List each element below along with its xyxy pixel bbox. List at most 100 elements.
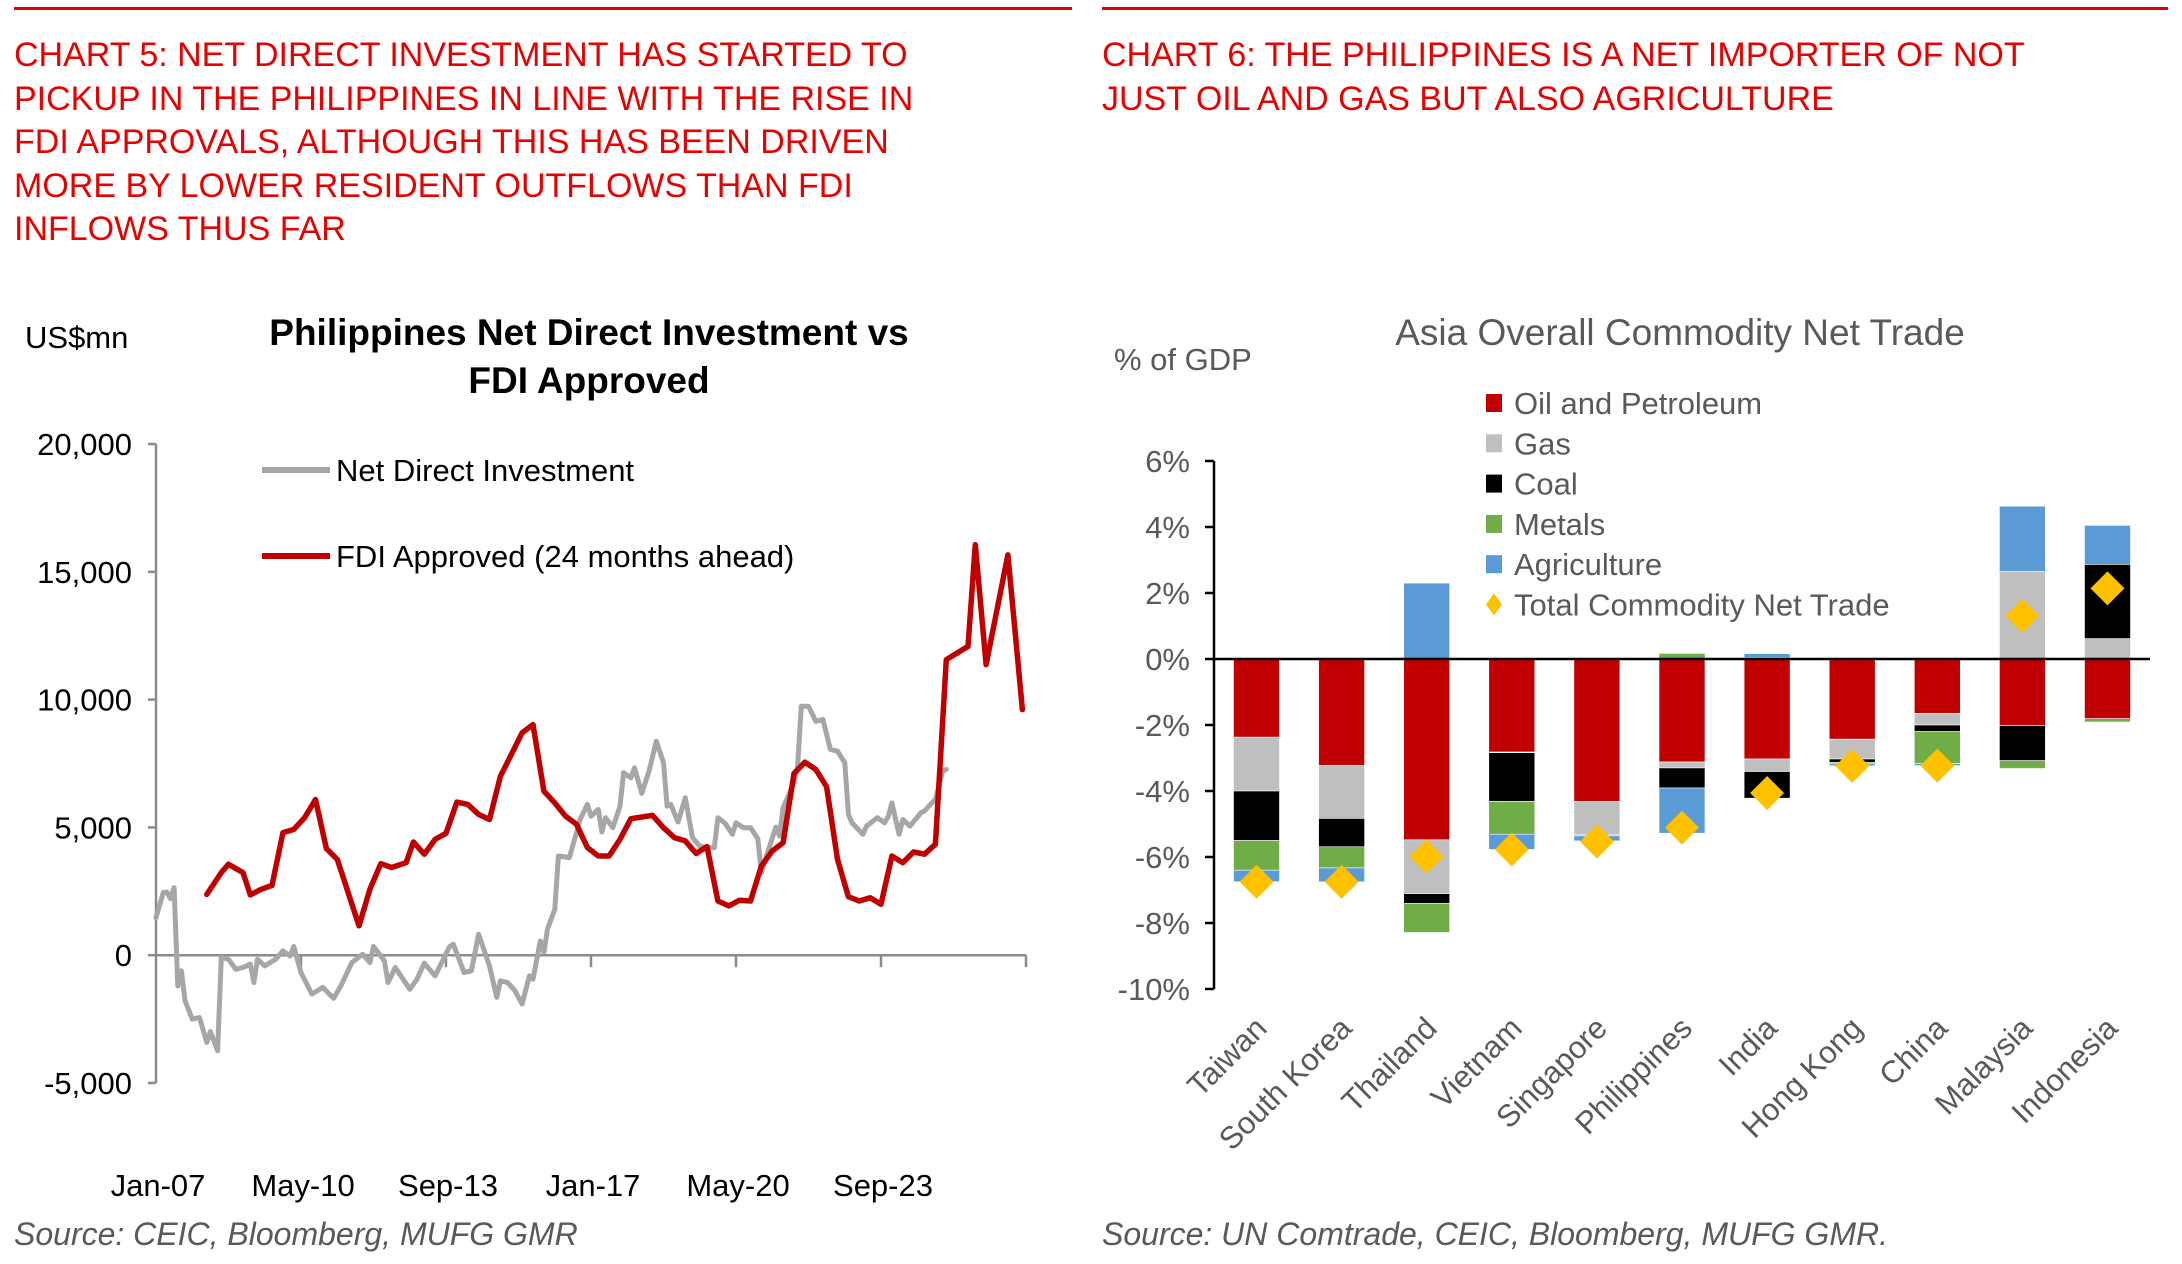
bar-segment-gas bbox=[1233, 736, 1280, 792]
bar-segment-gas bbox=[1914, 713, 1961, 726]
bar-segment-coal bbox=[1488, 752, 1536, 802]
bar-segment-oil-and-petroleum bbox=[1658, 658, 1706, 763]
total-commodity-marker bbox=[2090, 571, 2125, 606]
heading-line: INFLOWS THUS FAR bbox=[14, 210, 346, 248]
x-tick-label: Sep-13 bbox=[398, 1168, 498, 1203]
total-commodity-marker bbox=[1665, 810, 1699, 845]
y-tick-label: 5,000 bbox=[54, 810, 132, 845]
bar-segment-oil-and-petroleum bbox=[1999, 658, 2046, 726]
bar-segment-oil-and-petroleum bbox=[1743, 658, 1791, 760]
y-tick-label: 0% bbox=[1145, 642, 1190, 677]
x-tick-label: May-20 bbox=[686, 1168, 789, 1203]
legend: Net Direct Investment FDI Approved (24 m… bbox=[262, 453, 794, 574]
bar-segment-metals bbox=[1488, 801, 1536, 835]
heading-line: JUST OIL AND GAS BUT ALSO AGRICULTURE bbox=[1102, 79, 1834, 118]
stacked-bars bbox=[1233, 505, 2131, 933]
legend-swatch-agriculture bbox=[1486, 555, 1502, 574]
y-tick-label: 4% bbox=[1145, 510, 1190, 545]
bar-segment-coal bbox=[1403, 893, 1450, 904]
total-commodity-marker bbox=[1750, 775, 1785, 810]
y-axis-unit-label: US$mn bbox=[25, 320, 128, 355]
y-tick-label: 15,000 bbox=[37, 555, 132, 590]
bar-segment-coal bbox=[1233, 790, 1280, 841]
bar-segment-gas bbox=[1658, 761, 1706, 769]
legend: Oil and Petroleum Gas Coal Metals Agricultur… bbox=[1486, 386, 1890, 623]
heading-line: FDI APPROVALS, ALTHOUGH THIS HAS BEEN DR… bbox=[14, 123, 889, 161]
legend-label-net-direct-investment: Net Direct Investment bbox=[336, 453, 634, 488]
total-commodity-marker bbox=[2005, 598, 2040, 633]
x-tick-label: China bbox=[1872, 1010, 1955, 1093]
bar-segment-gas bbox=[1743, 758, 1791, 772]
total-markers bbox=[1239, 571, 2125, 899]
total-commodity-marker bbox=[1920, 748, 1955, 783]
heading-line: CHART 5: NET DIRECT INVESTMENT HAS START… bbox=[14, 36, 908, 74]
fdi-approved-line bbox=[204, 541, 1026, 929]
axes bbox=[1205, 459, 2150, 991]
legend-label: Oil and Petroleum bbox=[1514, 386, 1762, 421]
bar-segment-oil-and-petroleum bbox=[1488, 658, 1536, 753]
bar-segment-metals bbox=[1318, 846, 1365, 869]
series-lines bbox=[153, 541, 1026, 1054]
chart6-heading: CHART 6: THE PHILIPPINES IS A NET IMPORT… bbox=[1102, 34, 2025, 121]
legend-swatch-metals bbox=[1486, 514, 1502, 533]
total-commodity-marker bbox=[1239, 864, 1274, 899]
chart-title-line-2: FDI Approved bbox=[468, 360, 709, 401]
legend-label: Gas bbox=[1514, 426, 1571, 461]
bar-segment-metals bbox=[1403, 903, 1450, 933]
y-tick-label: -10% bbox=[1118, 972, 1190, 1007]
bar-segment-agriculture bbox=[1403, 582, 1450, 660]
bar-segment-metals bbox=[1999, 760, 2046, 769]
tick-labels: 20,000 15,000 10,000 5,000 0 -5,000 Jan-07 May-… bbox=[37, 427, 933, 1203]
y-tick-label: -5,000 bbox=[44, 1066, 132, 1101]
y-tick-label: -4% bbox=[1135, 774, 1190, 809]
x-tick-label: Jan-07 bbox=[111, 1168, 206, 1203]
x-tick-label: May-10 bbox=[251, 1168, 354, 1203]
y-tick-label: 6% bbox=[1145, 444, 1190, 479]
y-tick-label: -6% bbox=[1135, 840, 1190, 875]
bar-segment-coal bbox=[1318, 818, 1365, 848]
legend-label: Agriculture bbox=[1514, 547, 1662, 582]
heading-line: PICKUP IN THE PHILIPPINES IN LINE WITH T… bbox=[14, 79, 914, 118]
bar-segment-gas bbox=[2084, 638, 2131, 660]
net-direct-investment-chart: US$mn Philippines Net Direct Investment … bbox=[25, 312, 1028, 1203]
y-tick-label: -2% bbox=[1135, 708, 1190, 743]
y-tick-label: 0 bbox=[115, 938, 132, 973]
bar-segment-coal bbox=[1914, 724, 1961, 732]
bar-segment-oil-and-petroleum bbox=[1403, 658, 1450, 841]
y-tick-label: -8% bbox=[1135, 906, 1190, 941]
legend-swatch-total-commodity-net-trade bbox=[1486, 593, 1502, 616]
legend-label: Total Commodity Net Trade bbox=[1514, 588, 1890, 623]
bar-segment-gas bbox=[1318, 765, 1365, 819]
legend-label-fdi-approved: FDI Approved (24 months ahead) bbox=[336, 539, 794, 574]
bar-segment-oil-and-petroleum bbox=[1233, 658, 1280, 738]
y-axis-unit-label: % of GDP bbox=[1114, 342, 1252, 377]
bar-segment-oil-and-petroleum bbox=[1318, 658, 1365, 766]
bar-segment-agriculture bbox=[2084, 525, 2131, 565]
chart-title-line-1: Philippines Net Direct Investment vs bbox=[269, 312, 908, 353]
y-tick-label: 10,000 bbox=[37, 683, 132, 718]
heading-line: CHART 6: THE PHILIPPINES IS A NET IMPORT… bbox=[1102, 36, 2025, 74]
heading-line: MORE BY LOWER RESIDENT OUTFLOWS THAN FDI bbox=[14, 166, 853, 205]
chart-title: Asia Overall Commodity Net Trade bbox=[1395, 312, 1965, 353]
x-tick-label: Jan-17 bbox=[546, 1168, 641, 1203]
x-tick-label: Sep-23 bbox=[833, 1168, 933, 1203]
x-tick-label: Thailand bbox=[1335, 1010, 1444, 1119]
legend-swatch-oil-and-petroleum bbox=[1486, 394, 1502, 412]
y-tick-label: 2% bbox=[1145, 576, 1190, 611]
legend-label: Metals bbox=[1514, 507, 1605, 542]
total-commodity-marker bbox=[1324, 864, 1359, 899]
bar-segment-agriculture bbox=[1743, 653, 1791, 659]
chart5-heading: CHART 5: NET DIRECT INVESTMENT HAS START… bbox=[14, 34, 913, 252]
right-top-rule bbox=[1102, 7, 2168, 10]
legend-swatch-coal bbox=[1486, 474, 1502, 493]
axes bbox=[148, 442, 1028, 1085]
bar-segment-metals bbox=[2084, 718, 2131, 723]
total-commodity-marker bbox=[1494, 832, 1529, 867]
bar-segment-coal bbox=[1658, 767, 1706, 789]
y-tick-label: 20,000 bbox=[37, 427, 132, 462]
legend-swatch-gas bbox=[1486, 434, 1502, 453]
x-tick-label: India bbox=[1712, 1010, 1785, 1083]
bar-segment-oil-and-petroleum bbox=[2084, 658, 2131, 720]
total-commodity-marker bbox=[1409, 839, 1444, 874]
chart6-source: Source: UN Comtrade, CEIC, Bloomberg, MU… bbox=[1102, 1216, 1888, 1252]
